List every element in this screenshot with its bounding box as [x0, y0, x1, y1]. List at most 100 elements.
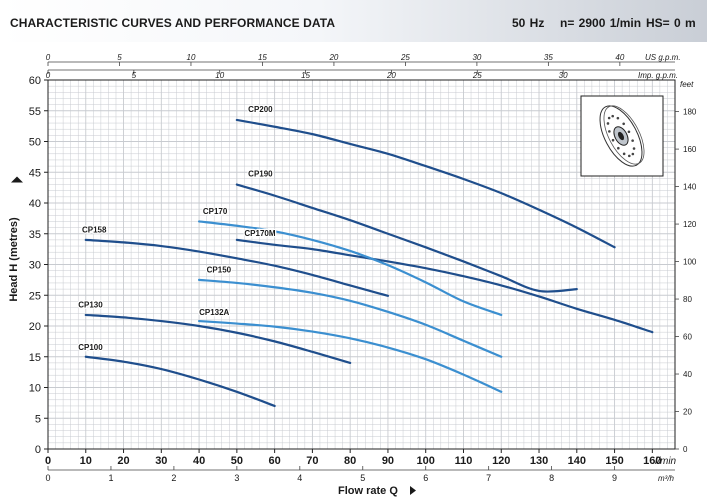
x-tick-label: 50 — [231, 455, 243, 467]
x-tick-label: 80 — [344, 455, 356, 467]
impeller-hole-icon — [611, 114, 614, 118]
us-gpm-tick-label: 35 — [544, 53, 553, 62]
curve-cp170m — [235, 238, 654, 334]
y-tick-label: 10 — [29, 383, 41, 395]
curve-label-cp100: CP100 — [78, 343, 103, 352]
x-tick-label: 0 — [45, 455, 51, 467]
impeller-hole-icon — [632, 147, 636, 150]
impeller-hole-icon — [622, 152, 626, 156]
curve-cp158 — [84, 238, 390, 297]
x-tick-label: 150 — [605, 455, 623, 467]
impeller-rim-icon — [603, 105, 645, 165]
feet-unit-label: feet — [680, 80, 694, 89]
impeller-hole-icon — [616, 116, 620, 120]
us-gpm-tick-label: 0 — [46, 53, 51, 62]
m3h-tick-label: 4 — [297, 473, 302, 483]
x-tick-label: 160 — [643, 455, 661, 467]
y-tick-label: 55 — [29, 106, 41, 118]
imp-gpm-tick-label: 25 — [472, 71, 482, 80]
impeller-hole-icon — [607, 116, 611, 120]
feet-tick-label: 120 — [683, 220, 697, 229]
m3h-tick-label: 6 — [423, 473, 428, 483]
y-tick-label: 40 — [29, 198, 41, 210]
curve-label-cp170: CP170 — [203, 207, 228, 216]
us-gpm-tick-label: 10 — [187, 53, 196, 62]
curve-label-cp132a: CP132A — [199, 308, 229, 317]
curve-cp150 — [197, 278, 503, 358]
y-tick-label: 35 — [29, 229, 41, 241]
x-tick-label: 90 — [382, 455, 394, 467]
m3h-tick-label: 1 — [108, 473, 113, 483]
impeller-hole-icon — [606, 122, 610, 125]
feet-tick-label: 100 — [683, 258, 697, 267]
curve-cp200 — [235, 118, 616, 249]
m3h-tick-label: 0 — [45, 473, 50, 483]
us-gpm-tick-label: 30 — [472, 53, 481, 62]
hs-label: HS= 0 m — [646, 16, 696, 30]
feet-tick-label: 140 — [683, 183, 697, 192]
impeller-hole-icon — [631, 139, 634, 142]
us-gpm-tick-label: 20 — [328, 53, 338, 62]
x-unit-label: l/min — [655, 456, 677, 467]
imp-gpm-tick-label: 30 — [559, 71, 568, 80]
x-tick-label: 10 — [80, 455, 92, 467]
y-tick-label: 60 — [29, 75, 41, 87]
x-tick-label: 30 — [155, 455, 167, 467]
curve-label-cp150: CP150 — [207, 265, 232, 274]
x-tick-label: 100 — [417, 455, 435, 467]
x-tick-label: 40 — [193, 455, 205, 467]
x-tick-label: 130 — [530, 455, 548, 467]
us-gpm-tick-label: 25 — [400, 53, 410, 62]
feet-tick-label: 180 — [683, 108, 697, 117]
y-tick-label: 5 — [35, 413, 41, 425]
impeller-hole-icon — [627, 130, 631, 134]
x-axis-title: Flow rate Q — [338, 485, 398, 497]
curve-cp130 — [84, 313, 352, 364]
impeller-hole-icon — [617, 146, 620, 150]
m3h-tick-label: 5 — [360, 473, 365, 483]
us-gpm-tick-label: 40 — [615, 53, 624, 62]
y-tick-label: 0 — [35, 444, 41, 456]
curve-label-cp200: CP200 — [248, 105, 273, 114]
y-tick-label: 20 — [29, 321, 41, 333]
x-axis-arrow-icon — [410, 486, 416, 495]
x-tick-label: 70 — [306, 455, 318, 467]
curve-label-cp190: CP190 — [248, 170, 273, 179]
feet-tick-label: 20 — [683, 408, 692, 417]
imp-gpm-tick-label: 15 — [301, 71, 310, 80]
m3h-tick-label: 7 — [486, 473, 491, 483]
m3h-tick-label: 8 — [549, 473, 554, 483]
curve-label-cp170m: CP170M — [244, 229, 275, 238]
imp-gpm-unit-label: Imp. g.p.m. — [638, 71, 678, 80]
m3h-tick-label: 2 — [171, 473, 176, 483]
us-gpm-tick-label: 5 — [117, 53, 122, 62]
us-gpm-tick-label: 15 — [258, 53, 267, 62]
m3h-unit-label: m³/h — [658, 474, 675, 483]
frequency-label: 50 Hz — [512, 16, 545, 30]
us-gpm-unit-label: US g.p.m. — [645, 53, 681, 62]
y-tick-label: 45 — [29, 167, 41, 179]
y-tick-label: 30 — [29, 260, 41, 272]
curve-label-cp130: CP130 — [78, 301, 103, 310]
curve-label-cp158: CP158 — [82, 226, 107, 235]
feet-tick-label: 40 — [683, 370, 692, 379]
impeller-shaft-icon — [617, 131, 625, 141]
curve-cp100 — [84, 355, 276, 408]
speed-label: n= 2900 1/min — [560, 16, 642, 30]
feet-tick-label: 80 — [683, 295, 692, 304]
y-tick-label: 25 — [29, 290, 41, 302]
m3h-tick-label: 3 — [234, 473, 239, 483]
impeller-hole-icon — [608, 130, 611, 133]
feet-tick-label: 60 — [683, 333, 692, 342]
feet-tick-label: 160 — [683, 145, 697, 154]
curve-cp170 — [197, 220, 503, 317]
x-tick-label: 120 — [492, 455, 510, 467]
header-bar: CHARACTERISTIC CURVES AND PERFORMANCE DA… — [0, 0, 707, 42]
impeller-hole-icon — [628, 154, 631, 158]
impeller-hole-icon — [622, 122, 625, 126]
y-tick-label: 15 — [29, 352, 41, 364]
curve-cp190 — [235, 183, 578, 293]
feet-tick-label: 0 — [683, 445, 688, 454]
y-axis-arrow-icon — [11, 176, 23, 183]
imp-gpm-tick-label: 5 — [132, 71, 137, 80]
